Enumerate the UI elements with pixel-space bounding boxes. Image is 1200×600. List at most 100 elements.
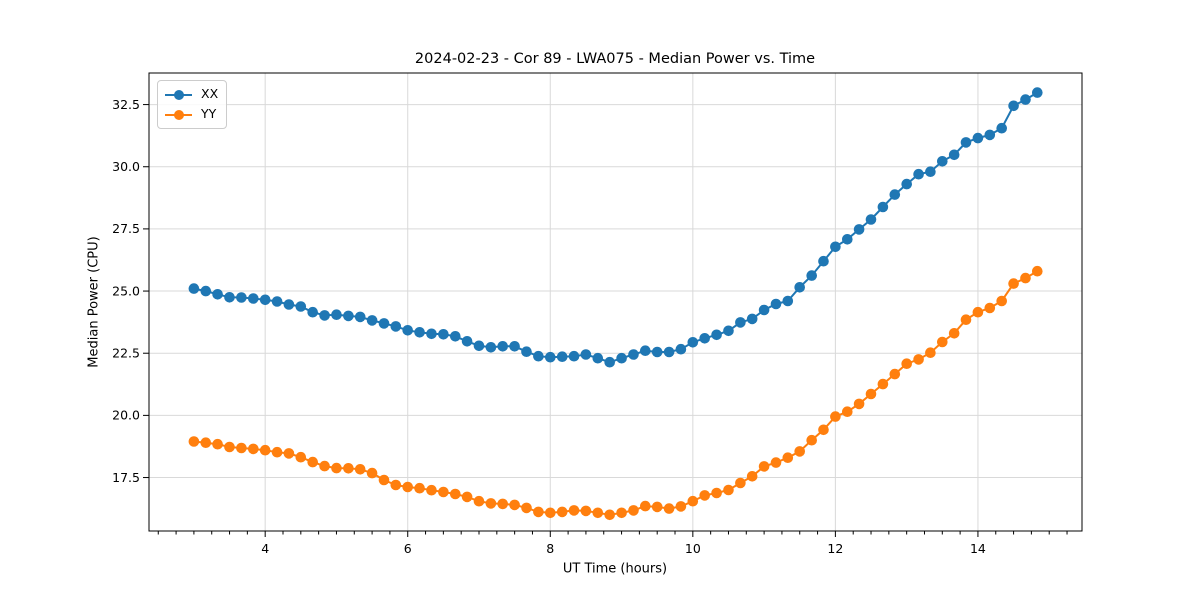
axis-ticks — [143, 104, 1068, 537]
data-point-marker — [770, 457, 782, 468]
data-point-marker — [663, 346, 675, 358]
data-point-marker — [426, 484, 437, 496]
data-point-marker — [307, 306, 319, 318]
data-point-marker — [806, 270, 817, 281]
data-point-marker — [853, 224, 865, 235]
data-point-marker — [628, 505, 639, 516]
data-point-marker — [461, 491, 473, 503]
data-point-marker — [236, 292, 247, 303]
data-point-marker — [889, 368, 901, 380]
data-point-marker — [354, 464, 366, 475]
data-point-marker — [414, 327, 425, 338]
data-point-marker — [937, 336, 948, 348]
data-point-marker — [485, 498, 497, 509]
data-point-marker — [960, 314, 972, 326]
data-point-marker — [984, 302, 996, 314]
data-point-marker — [568, 505, 580, 516]
data-point-marker — [485, 342, 497, 353]
data-point-marker — [521, 346, 532, 358]
data-point-marker — [390, 321, 402, 332]
data-point-marker — [545, 351, 556, 363]
data-point-marker — [521, 502, 532, 514]
data-point-marker — [746, 313, 758, 325]
data-point-marker — [651, 501, 663, 513]
data-point-marker — [996, 295, 1007, 307]
data-point-marker — [794, 446, 805, 457]
data-point-marker — [782, 295, 794, 307]
data-point-marker — [343, 310, 354, 322]
data-point-marker — [236, 442, 247, 454]
data-point-marker — [699, 333, 710, 344]
data-point-marker — [402, 481, 414, 493]
data-point-marker — [877, 201, 889, 213]
y-tick-label: 17.5 — [112, 470, 140, 485]
y-tick-label: 32.5 — [112, 97, 140, 112]
data-point-marker — [616, 352, 627, 364]
data-point-marker — [901, 178, 912, 190]
data-point-marker — [414, 482, 425, 494]
y-tick-label: 25.0 — [112, 283, 140, 298]
data-point-marker — [188, 283, 200, 294]
data-point-marker — [818, 424, 829, 436]
data-point-marker — [426, 328, 437, 340]
axes-frame — [148, 72, 1083, 532]
data-point-marker — [259, 294, 271, 306]
data-point-marker — [224, 441, 235, 453]
data-point-marker — [509, 499, 520, 511]
data-point-marker — [1008, 278, 1019, 289]
x-tick-label: 10 — [685, 541, 701, 556]
y-tick-label: 27.5 — [112, 221, 140, 236]
data-point-marker — [438, 486, 449, 498]
data-point-marker — [378, 318, 390, 329]
data-point-marker — [830, 241, 841, 253]
data-point-marker — [675, 343, 687, 355]
data-point-marker — [319, 460, 330, 472]
data-point-marker — [533, 350, 544, 362]
data-point-marker — [913, 354, 924, 365]
data-point-marker — [366, 315, 378, 326]
data-point-marker — [450, 331, 461, 342]
data-point-marker — [259, 444, 271, 456]
data-point-marker — [604, 356, 615, 368]
data-point-marker — [675, 501, 687, 512]
data-point-marker — [200, 285, 212, 297]
legend: XX YY — [157, 80, 227, 129]
data-point-marker — [378, 474, 390, 486]
data-point-marker — [913, 168, 924, 180]
data-point-marker — [628, 349, 639, 360]
data-point-marker — [889, 189, 901, 200]
x-tick-label: 4 — [261, 541, 269, 556]
data-point-marker — [616, 507, 627, 519]
data-point-marker — [723, 325, 734, 337]
x-tick-label: 8 — [546, 541, 554, 556]
data-point-marker — [948, 328, 960, 339]
data-point-marker — [248, 443, 259, 455]
data-point-marker — [568, 350, 580, 362]
data-point-marker — [1032, 87, 1043, 98]
data-point-marker — [248, 293, 259, 304]
legend-label-xx: XX — [201, 86, 219, 102]
data-point-marker — [212, 289, 223, 300]
data-point-marker — [853, 398, 865, 410]
data-point-marker — [295, 451, 307, 463]
data-point-marker — [996, 122, 1007, 134]
data-point-marker — [271, 446, 283, 458]
y-tick-label: 20.0 — [112, 408, 140, 423]
series-line-xx — [193, 91, 1038, 364]
data-point-marker — [592, 352, 604, 364]
data-point-marker — [580, 349, 592, 360]
data-point-marker — [711, 487, 722, 499]
data-point-marker — [450, 488, 461, 500]
legend-label-yy: YY — [201, 106, 217, 122]
data-point-marker — [283, 448, 295, 459]
data-point-marker — [604, 509, 615, 521]
data-point-marker — [984, 129, 996, 141]
data-point-marker — [545, 507, 556, 519]
data-point-marker — [925, 166, 936, 177]
series-yy — [188, 265, 1043, 521]
data-point-marker — [865, 214, 877, 225]
data-point-marker — [1008, 100, 1019, 112]
data-point-marker — [842, 234, 853, 245]
